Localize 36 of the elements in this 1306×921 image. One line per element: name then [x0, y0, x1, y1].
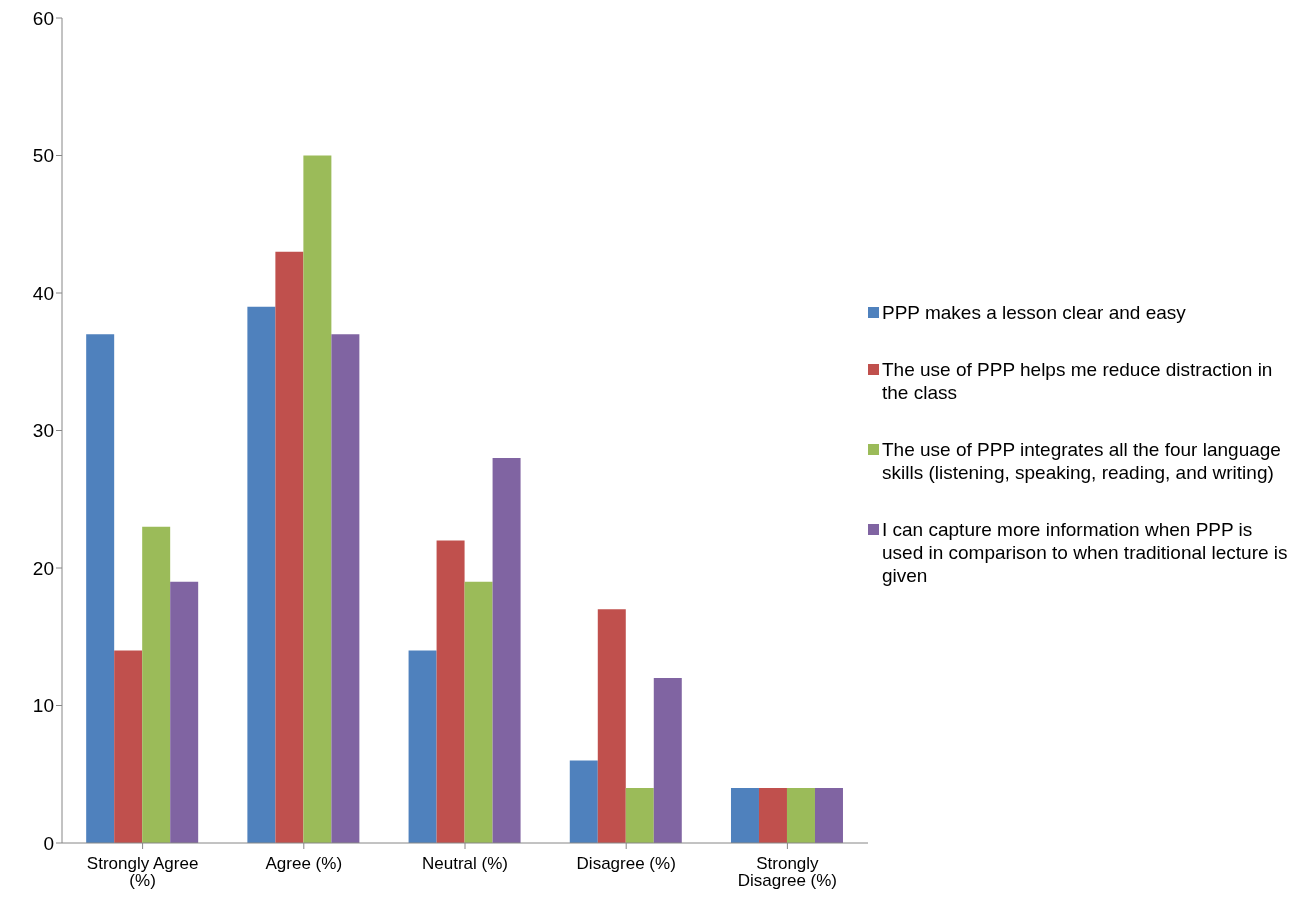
bar [142, 526, 171, 843]
y-tick-label: 20 [32, 557, 54, 579]
y-tick-label: 0 [43, 832, 54, 854]
bar [114, 650, 143, 843]
bar [464, 581, 493, 843]
bar [653, 678, 682, 843]
bar [569, 760, 598, 843]
legend-label: The use of PPP integrates all the four language skills (listening, speaking, reading, and writing) [882, 437, 1282, 484]
bar [814, 788, 843, 843]
bar [625, 788, 654, 843]
legend-label: I can capture more information when PPP is used in comparison to when traditional lecture is given [882, 517, 1288, 587]
bar [170, 581, 199, 843]
bar [758, 788, 787, 843]
bar [786, 788, 815, 843]
x-tick-label: Disagree (%) [576, 854, 676, 874]
bar [408, 650, 437, 843]
x-tick-label: Strongly Agree (%) [86, 854, 199, 891]
y-tick-label: 60 [32, 7, 54, 29]
legend-label: The use of PPP helps me reduce distraction in the class [882, 357, 1274, 404]
x-tick-label: Neutral (%) [422, 854, 508, 874]
bar [331, 334, 360, 843]
y-tick-label: 50 [32, 145, 54, 167]
y-tick-label: 10 [32, 695, 54, 717]
legend-label: PPP makes a lesson clear and easy [882, 300, 1186, 324]
bar [730, 788, 759, 843]
x-tick-label: Strongly Disagree (%) [737, 854, 837, 891]
y-tick-label: 40 [32, 282, 54, 304]
bar [492, 458, 521, 843]
bar [597, 609, 626, 843]
bar [275, 251, 304, 843]
bar [247, 306, 276, 843]
y-tick-label: 30 [32, 420, 54, 442]
bar [436, 540, 465, 843]
bar [303, 155, 332, 843]
x-tick-label: Agree (%) [265, 854, 343, 874]
bar [86, 334, 115, 843]
